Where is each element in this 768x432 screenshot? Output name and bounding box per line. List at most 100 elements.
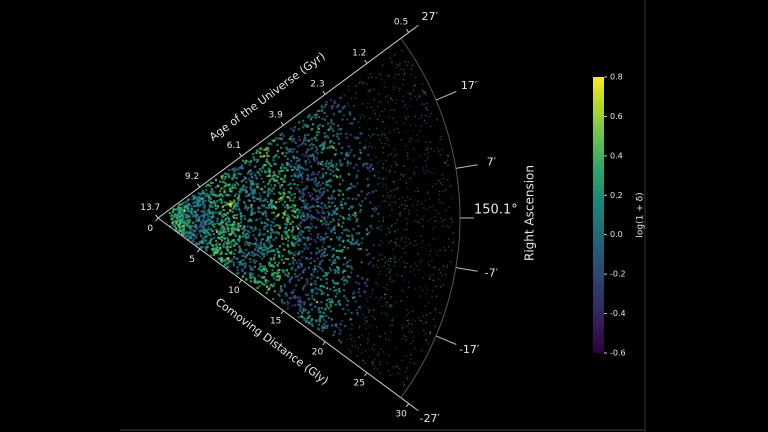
density-point xyxy=(204,229,207,232)
density-point xyxy=(374,113,376,115)
density-point xyxy=(298,190,301,193)
density-point xyxy=(382,220,384,222)
age-tick-label: 13.7 xyxy=(140,203,160,213)
density-point xyxy=(318,288,322,291)
density-point xyxy=(168,211,171,215)
density-point xyxy=(296,165,299,168)
density-point xyxy=(447,155,449,157)
density-point xyxy=(269,198,273,201)
density-point xyxy=(419,130,421,132)
density-point xyxy=(315,251,318,254)
density-point xyxy=(254,173,257,176)
density-point xyxy=(317,205,320,208)
density-point xyxy=(214,193,217,196)
density-point xyxy=(386,284,388,286)
density-point xyxy=(333,285,336,289)
density-point xyxy=(423,329,425,332)
density-point xyxy=(414,287,416,290)
density-point xyxy=(263,283,266,286)
density-point xyxy=(311,324,314,328)
density-point xyxy=(389,171,391,173)
density-point xyxy=(350,183,353,186)
density-point xyxy=(248,231,251,234)
density-point xyxy=(247,252,250,256)
density-point xyxy=(252,212,255,216)
density-point xyxy=(232,239,235,242)
density-point xyxy=(346,239,349,242)
density-point xyxy=(234,202,237,206)
density-point xyxy=(258,228,261,231)
density-point xyxy=(266,230,269,233)
density-point xyxy=(396,121,398,124)
density-point xyxy=(264,268,267,271)
density-point xyxy=(319,260,322,264)
density-point xyxy=(329,269,332,272)
density-point xyxy=(393,189,395,191)
density-point xyxy=(176,219,179,222)
density-point xyxy=(335,249,338,252)
density-point xyxy=(417,252,419,255)
density-point xyxy=(281,152,284,155)
density-point xyxy=(264,164,267,167)
density-point xyxy=(258,192,261,195)
density-point xyxy=(371,76,373,78)
density-point xyxy=(308,206,311,209)
density-point xyxy=(325,320,328,323)
density-point xyxy=(316,320,319,323)
density-point xyxy=(332,247,335,250)
density-point xyxy=(326,189,329,192)
density-point xyxy=(400,139,402,141)
density-point xyxy=(258,255,261,258)
density-point xyxy=(302,270,305,273)
density-point xyxy=(233,239,236,242)
density-point xyxy=(349,133,352,136)
density-point xyxy=(429,331,431,334)
density-point xyxy=(331,324,334,327)
density-point xyxy=(307,310,311,314)
density-point xyxy=(404,237,407,239)
density-point xyxy=(359,117,361,119)
density-point xyxy=(409,93,411,96)
density-point xyxy=(196,197,199,200)
density-point xyxy=(306,173,309,176)
density-point xyxy=(383,183,385,185)
density-point xyxy=(400,174,402,176)
density-point xyxy=(409,178,411,180)
density-point xyxy=(220,251,223,254)
density-point xyxy=(229,241,232,244)
density-point xyxy=(269,257,272,260)
density-point xyxy=(337,193,340,196)
density-point xyxy=(298,296,301,299)
density-point xyxy=(321,245,324,248)
density-point xyxy=(288,217,291,220)
density-point xyxy=(419,287,422,289)
density-point xyxy=(205,239,208,242)
density-point xyxy=(220,175,223,178)
density-point xyxy=(438,151,440,153)
density-point xyxy=(196,196,199,199)
density-point xyxy=(322,164,325,167)
density-point xyxy=(187,198,190,201)
density-point xyxy=(278,245,281,248)
density-point xyxy=(423,322,425,325)
density-point xyxy=(329,164,332,167)
density-point xyxy=(412,340,414,342)
density-point xyxy=(445,209,447,211)
density-point xyxy=(310,216,313,219)
density-point xyxy=(307,133,310,136)
density-point xyxy=(428,264,430,266)
density-point xyxy=(300,233,303,236)
density-point xyxy=(207,231,210,234)
density-point xyxy=(315,292,318,295)
density-point xyxy=(430,141,432,143)
density-point xyxy=(293,126,296,129)
density-point xyxy=(349,259,352,262)
density-point xyxy=(213,236,216,239)
density-point xyxy=(391,319,393,322)
density-point xyxy=(350,311,353,315)
density-point xyxy=(226,184,229,187)
density-point xyxy=(446,266,448,268)
density-point xyxy=(203,231,206,235)
